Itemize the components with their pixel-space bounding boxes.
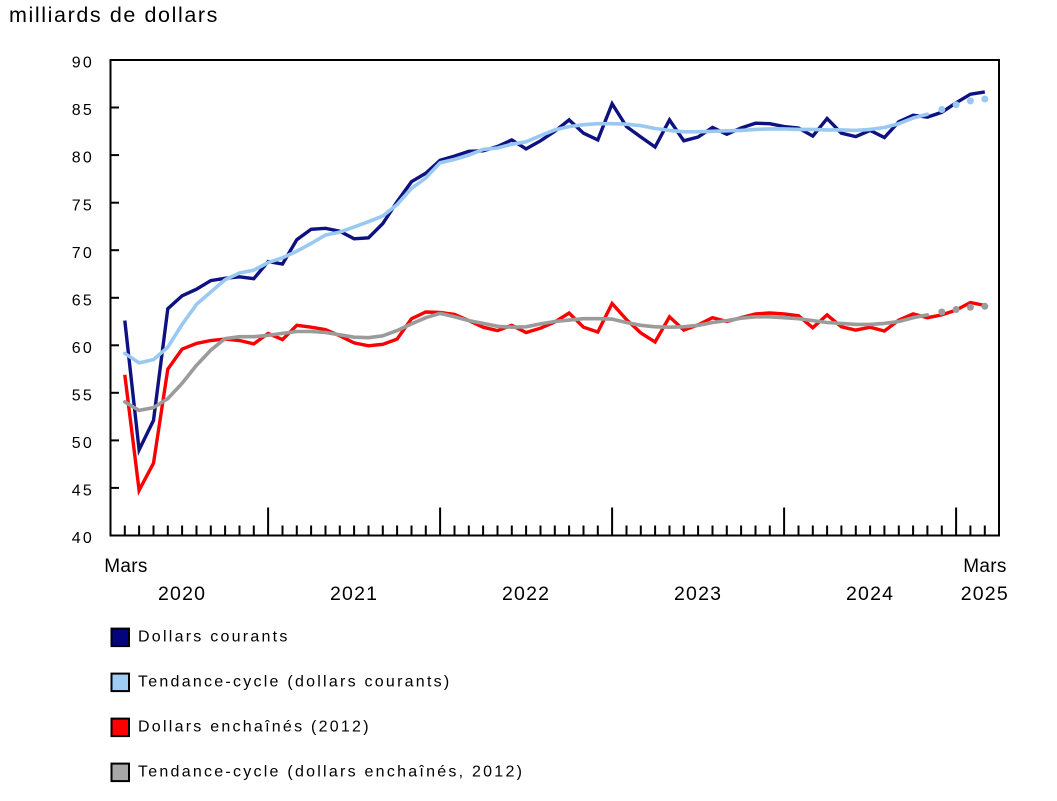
svg-text:2023: 2023 bbox=[674, 583, 722, 605]
svg-text:2022: 2022 bbox=[502, 583, 550, 605]
svg-text:45: 45 bbox=[72, 483, 94, 500]
svg-text:75: 75 bbox=[72, 197, 94, 214]
svg-text:40: 40 bbox=[72, 530, 94, 547]
svg-text:2021: 2021 bbox=[330, 583, 378, 605]
svg-text:55: 55 bbox=[72, 387, 94, 404]
svg-text:2020: 2020 bbox=[158, 583, 206, 605]
svg-text:Dollars courants: Dollars courants bbox=[138, 629, 290, 646]
svg-text:2024: 2024 bbox=[846, 583, 894, 605]
svg-text:85: 85 bbox=[72, 102, 94, 119]
svg-text:70: 70 bbox=[72, 245, 94, 262]
svg-text:milliards de dollars: milliards de dollars bbox=[9, 3, 219, 27]
svg-text:Tendance-cycle (dollars couran: Tendance-cycle (dollars courants) bbox=[138, 674, 451, 691]
svg-text:Tendance-cycle (dollars enchaî: Tendance-cycle (dollars enchaînés, 2012) bbox=[138, 764, 524, 781]
svg-text:Mars: Mars bbox=[104, 556, 147, 577]
svg-text:80: 80 bbox=[72, 150, 94, 167]
svg-text:50: 50 bbox=[72, 435, 94, 452]
svg-text:Mars: Mars bbox=[963, 556, 1006, 577]
svg-text:Dollars enchaînés (2012): Dollars enchaînés (2012) bbox=[138, 719, 371, 736]
svg-text:90: 90 bbox=[72, 55, 94, 72]
svg-text:65: 65 bbox=[72, 292, 94, 309]
svg-text:60: 60 bbox=[72, 340, 94, 357]
svg-text:2025: 2025 bbox=[961, 583, 1009, 605]
